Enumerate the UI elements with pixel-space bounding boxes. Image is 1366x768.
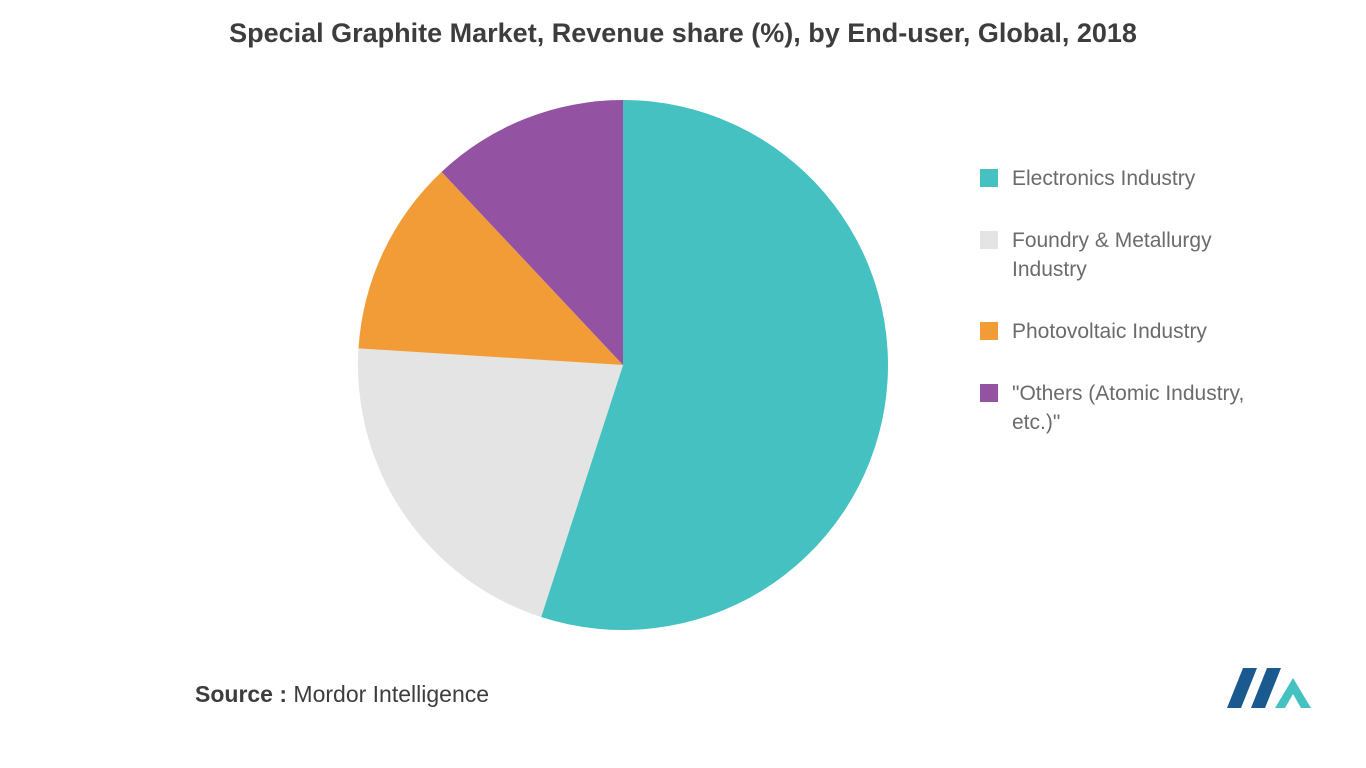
legend-swatch [980,322,998,340]
legend-swatch [980,384,998,402]
legend-swatch [980,231,998,249]
source-label: Source : [195,681,287,707]
legend-label: Electronics Industry [1012,165,1195,193]
chart-title: Special Graphite Market, Revenue share (… [0,18,1366,49]
chart-container: Special Graphite Market, Revenue share (… [0,0,1366,768]
legend-item: Electronics Industry [980,165,1300,193]
legend-item: Foundry & Metallurgy Industry [980,227,1300,284]
legend-item: "Others (Atomic Industry, etc.)" [980,380,1300,437]
legend-label: "Others (Atomic Industry, etc.)" [1012,380,1272,437]
legend-swatch [980,169,998,187]
legend-label: Photovoltaic Industry [1012,318,1207,346]
legend: Electronics Industry Foundry & Metallurgy… [980,165,1300,471]
source-text: Mordor Intelligence [287,681,489,707]
pie-chart [358,100,888,630]
brand-logo [1221,658,1311,713]
legend-label: Foundry & Metallurgy Industry [1012,227,1272,284]
source-attribution: Source : Mordor Intelligence [195,681,489,708]
legend-item: Photovoltaic Industry [980,318,1300,346]
